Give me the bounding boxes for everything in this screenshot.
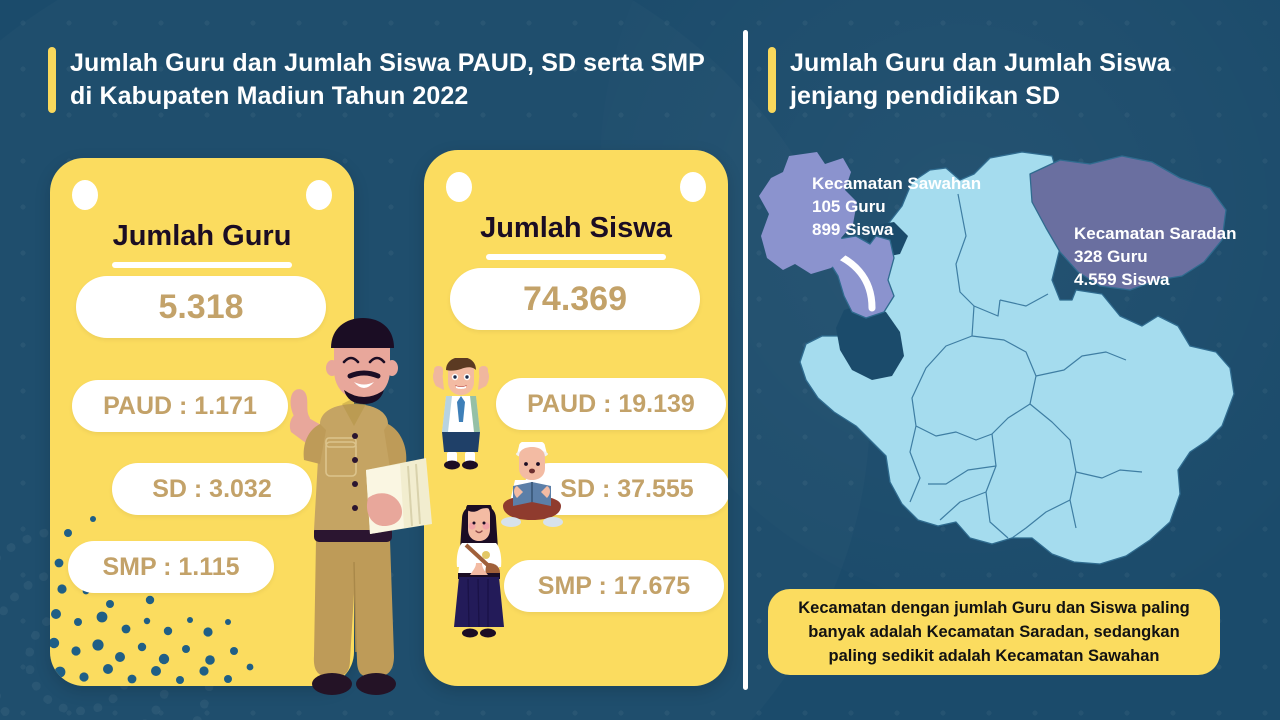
sawahan-callout-shape	[759, 152, 857, 274]
siswa-smp-value: SMP : 17.675	[504, 560, 724, 612]
girl-student-illustration	[454, 505, 504, 638]
map-note-box: Kecamatan dengan jumlah Guru dan Siswa p…	[768, 589, 1220, 675]
left-section-header: Jumlah Guru dan Jumlah Siswa PAUD, SD se…	[48, 47, 708, 113]
kid-reading-illustration	[501, 442, 563, 527]
guru-smp-value: SMP : 1.115	[68, 541, 274, 593]
map-hole-dark	[836, 304, 904, 380]
map-note-text: Kecamatan dengan jumlah Guru dan Siswa p…	[798, 599, 1190, 665]
guru-paud-value: PAUD : 1.171	[72, 380, 288, 432]
kabupaten-madiun-map	[760, 140, 1260, 570]
teacher-illustration	[289, 318, 432, 695]
siswa-sd-value: SD : 37.555	[524, 463, 728, 515]
saradan-name: Kecamatan Saradan	[1074, 224, 1237, 243]
header-accent-bar	[768, 47, 776, 113]
siswa-total-value: 74.369	[450, 268, 700, 330]
guru-sd-value: SD : 3.032	[112, 463, 312, 515]
boy-student-illustration	[433, 358, 489, 470]
card-title-siswa: Jumlah Siswa	[480, 212, 672, 244]
card-title-underline	[486, 254, 666, 260]
card-title-guru: Jumlah Guru	[112, 220, 292, 252]
card-hole-left-icon	[72, 180, 98, 210]
map-svg	[799, 151, 1235, 565]
right-title-text: Jumlah Guru dan Jumlah Siswa jenjang pen…	[790, 49, 1171, 110]
sawahan-siswa: 899 Siswa	[812, 220, 894, 239]
card-hole-right-icon	[680, 172, 706, 202]
sawahan-guru: 105 Guru	[812, 197, 886, 216]
card-title-underline	[112, 262, 292, 268]
card-hole-left-icon	[446, 172, 472, 202]
saradan-siswa: 4.559 Siswa	[1074, 270, 1170, 289]
map-label-saradan: Kecamatan Saradan 328 Guru 4.559 Siswa	[1074, 222, 1237, 291]
siswa-paud-value: PAUD : 19.139	[496, 378, 726, 430]
map-region-saradan	[1029, 155, 1227, 291]
map-label-sawahan: Kecamatan Sawahan 105 Guru 899 Siswa	[812, 172, 981, 241]
left-title-text: Jumlah Guru dan Jumlah Siswa PAUD, SD se…	[70, 49, 705, 110]
header-accent-bar	[48, 47, 56, 113]
sawahan-name: Kecamatan Sawahan	[812, 174, 982, 193]
card-hole-right-icon	[306, 180, 332, 210]
right-section-header: Jumlah Guru dan Jumlah Siswa jenjang pen…	[768, 47, 1228, 113]
vertical-divider	[743, 30, 748, 690]
guru-total-value: 5.318	[76, 276, 326, 338]
saradan-guru: 328 Guru	[1074, 247, 1148, 266]
